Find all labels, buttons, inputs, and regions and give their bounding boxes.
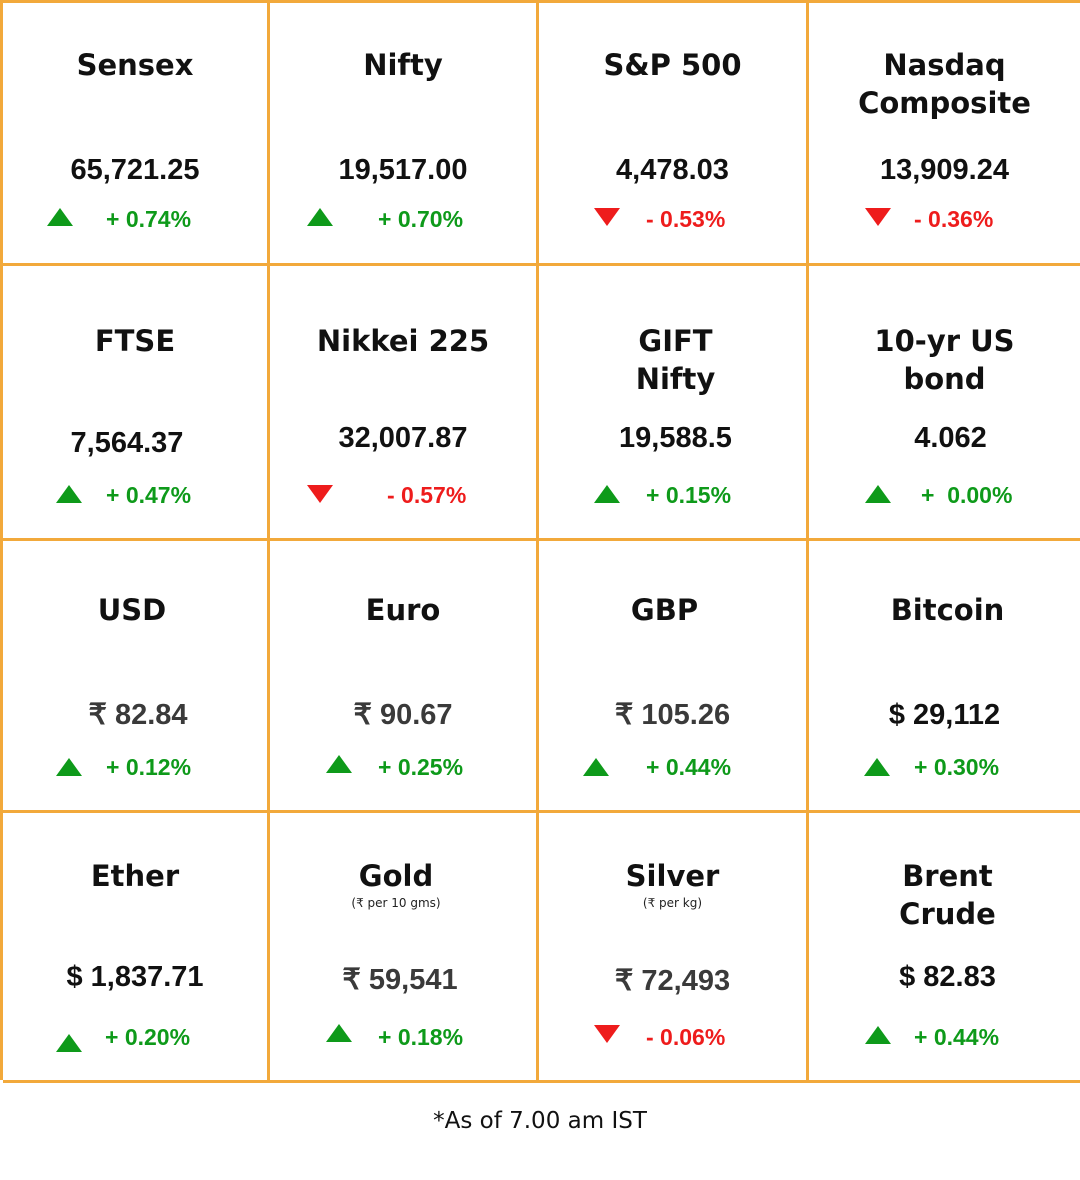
tile-change: + 0.74% bbox=[106, 206, 192, 232]
tile-change: - 0.36% bbox=[914, 206, 994, 232]
up-triangle-icon bbox=[864, 758, 890, 776]
up-triangle-icon bbox=[583, 758, 609, 776]
tile-title: S&P 500 bbox=[603, 48, 742, 82]
tile-value: 7,564.37 bbox=[70, 427, 184, 459]
tile-euro: Euro ₹ 90.67 + 0.25% bbox=[270, 541, 539, 813]
down-triangle-icon bbox=[865, 208, 891, 226]
down-triangle-icon bbox=[307, 485, 333, 503]
tile-value: 4,478.03 bbox=[616, 154, 729, 186]
up-triangle-icon bbox=[56, 758, 82, 776]
up-triangle-icon bbox=[594, 485, 620, 503]
tile-ether: Ether $ 1,837.71 + 0.20% bbox=[3, 813, 270, 1083]
tile-change: - 0.06% bbox=[646, 1024, 726, 1050]
tile-silver: Silver (₹ per kg) ₹ 72,493 - 0.06% bbox=[539, 813, 809, 1083]
up-triangle-icon bbox=[865, 485, 891, 503]
tile-value: 19,588.5 bbox=[619, 422, 732, 454]
up-triangle-icon bbox=[865, 1026, 891, 1044]
up-triangle-icon bbox=[326, 755, 352, 773]
tile-title: Brent Crude bbox=[899, 859, 996, 931]
tile-ftse: FTSE 7,564.37 + 0.47% bbox=[3, 266, 270, 541]
tile-title: 10-yr US bond bbox=[874, 324, 1015, 396]
tile-sp500: S&P 500 4,478.03 - 0.53% bbox=[539, 3, 809, 266]
tile-change: + 0.30% bbox=[914, 754, 1000, 780]
down-triangle-icon bbox=[594, 208, 620, 226]
tile-change: + 0.15% bbox=[646, 482, 732, 508]
tile-subtitle: (₹ per kg) bbox=[642, 896, 703, 910]
tile-change: - 0.53% bbox=[646, 206, 726, 232]
tile-usd: USD ₹ 82.84 + 0.12% bbox=[3, 541, 270, 813]
tile-value: ₹ 90.67 bbox=[353, 699, 453, 731]
tile-value: ₹ 72,493 bbox=[614, 965, 731, 997]
tile-gold: Gold (₹ per 10 gms) ₹ 59,541 + 0.18% bbox=[270, 813, 539, 1083]
tile-change: + 0.47% bbox=[106, 482, 192, 508]
tile-title: Gold bbox=[358, 859, 434, 893]
tile-change: + 0.44% bbox=[646, 754, 732, 780]
up-triangle-icon bbox=[56, 1034, 82, 1052]
up-triangle-icon bbox=[56, 485, 82, 503]
tile-value: $ 29,112 bbox=[888, 699, 1001, 731]
tile-value: 32,007.87 bbox=[338, 422, 468, 454]
tile-title: Bitcoin bbox=[890, 593, 1005, 627]
tile-value: ₹ 82.84 bbox=[88, 699, 188, 731]
tile-nasdaq-composite: Nasdaq Composite 13,909.24 - 0.36% bbox=[809, 3, 1080, 266]
tile-title: Nikkei 225 bbox=[316, 324, 490, 358]
tile-title: GIFT Nifty bbox=[635, 324, 716, 396]
tile-title: FTSE bbox=[94, 324, 176, 358]
tile-change: + 0.44% bbox=[914, 1024, 1000, 1050]
tile-value: $ 1,837.71 bbox=[66, 961, 204, 993]
tile-value: ₹ 105.26 bbox=[614, 699, 731, 731]
tile-change: + 0.25% bbox=[378, 754, 464, 780]
tile-title: Sensex bbox=[76, 48, 194, 82]
up-triangle-icon bbox=[326, 1024, 352, 1042]
tile-bitcoin: Bitcoin $ 29,112 + 0.30% bbox=[809, 541, 1080, 813]
market-grid: Sensex 65,721.25 + 0.74% Nifty 19,517.00… bbox=[0, 0, 1080, 1083]
tile-change: + 0.12% bbox=[106, 754, 192, 780]
tile-title: GBP bbox=[630, 593, 699, 627]
tile-change: + 0.18% bbox=[378, 1024, 464, 1050]
tile-nikkei-225: Nikkei 225 32,007.87 - 0.57% bbox=[270, 266, 539, 541]
tile-gbp: GBP ₹ 105.26 + 0.44% bbox=[539, 541, 809, 813]
tile-change: + 0.70% bbox=[378, 206, 464, 232]
tile-value: 19,517.00 bbox=[338, 154, 468, 186]
tile-value: ₹ 59,541 bbox=[342, 964, 458, 996]
tile-10yr-us-bond: 10-yr US bond 4.062 + 0.00% bbox=[809, 266, 1080, 541]
tile-title: Silver bbox=[625, 859, 720, 893]
tile-value: 4.062 bbox=[914, 422, 987, 454]
tile-change: + 0.20% bbox=[105, 1024, 191, 1050]
tile-title: Euro bbox=[365, 593, 441, 627]
footnote: *As of 7.00 am IST bbox=[433, 1108, 647, 1134]
down-triangle-icon bbox=[594, 1025, 620, 1043]
tile-brent-crude: Brent Crude $ 82.83 + 0.44% bbox=[809, 813, 1080, 1083]
up-triangle-icon bbox=[47, 208, 73, 226]
tile-title: Nifty bbox=[363, 48, 443, 82]
tile-subtitle: (₹ per 10 gms) bbox=[351, 896, 441, 910]
tile-gift-nifty: GIFT Nifty 19,588.5 + 0.15% bbox=[539, 266, 809, 541]
up-triangle-icon bbox=[307, 208, 333, 226]
tile-value: $ 82.83 bbox=[899, 961, 996, 993]
tile-sensex: Sensex 65,721.25 + 0.74% bbox=[3, 3, 270, 266]
tile-title: USD bbox=[97, 593, 167, 627]
tile-change: + 0.00% bbox=[921, 482, 1013, 508]
tile-nifty: Nifty 19,517.00 + 0.70% bbox=[270, 3, 539, 266]
tile-value: 65,721.25 bbox=[70, 154, 200, 186]
tile-title: Nasdaq Composite bbox=[858, 48, 1031, 120]
tile-change: - 0.57% bbox=[387, 482, 467, 508]
tile-title: Ether bbox=[90, 859, 180, 893]
tile-value: 13,909.24 bbox=[879, 154, 1009, 186]
